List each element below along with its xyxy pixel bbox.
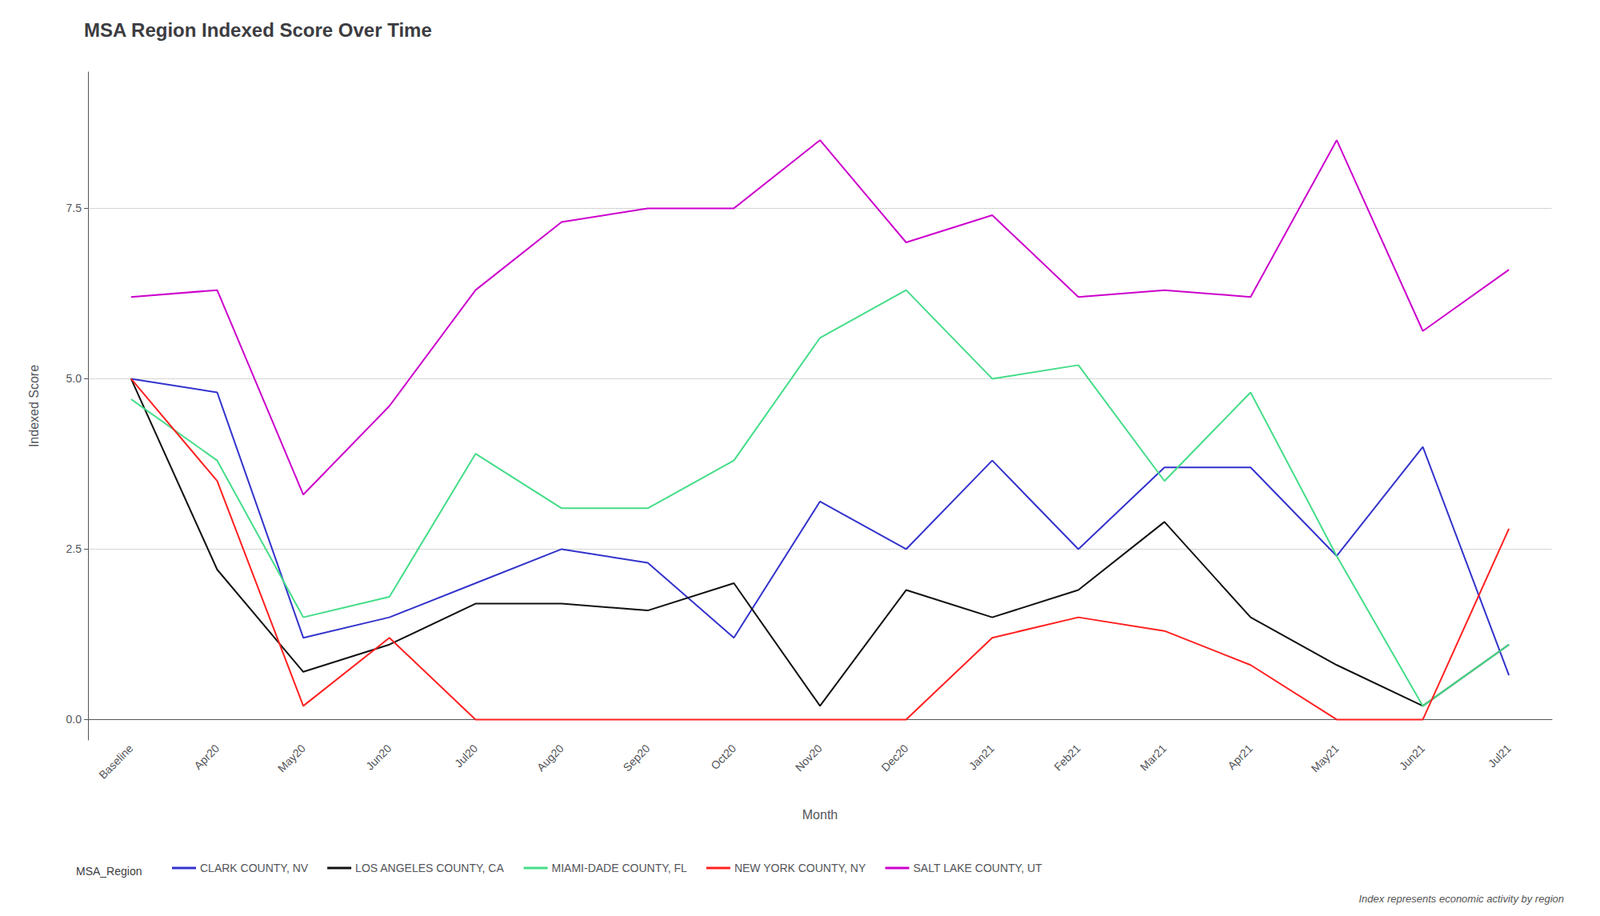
svg-text:Jan21: Jan21 — [966, 741, 997, 772]
svg-text:MSA_Region: MSA_Region — [76, 864, 143, 878]
svg-text:Jul20: Jul20 — [452, 741, 480, 770]
svg-text:Mar21: Mar21 — [1137, 741, 1169, 773]
svg-text:LOS ANGELES COUNTY, CA: LOS ANGELES COUNTY, CA — [355, 861, 504, 875]
svg-text:2.5: 2.5 — [66, 542, 83, 556]
svg-text:Dec20: Dec20 — [878, 741, 911, 774]
svg-text:Aug20: Aug20 — [534, 741, 567, 774]
svg-text:Oct20: Oct20 — [708, 741, 739, 772]
svg-text:5.0: 5.0 — [66, 372, 83, 385]
svg-text:May20: May20 — [275, 741, 308, 775]
svg-text:Indexed Score: Indexed Score — [27, 364, 41, 448]
svg-text:MSA Region Indexed Score Over: MSA Region Indexed Score Over Time — [84, 19, 432, 41]
svg-text:Month: Month — [802, 808, 838, 822]
svg-text:Index represents economic acti: Index represents economic activity by re… — [1358, 892, 1564, 905]
svg-text:Baseline: Baseline — [96, 741, 136, 781]
svg-text:MIAMI-DADE COUNTY, FL: MIAMI-DADE COUNTY, FL — [552, 861, 688, 875]
svg-text:May21: May21 — [1308, 741, 1342, 775]
svg-text:0.0: 0.0 — [66, 712, 83, 726]
svg-text:CLARK COUNTY, NV: CLARK COUNTY, NV — [200, 861, 309, 875]
svg-text:Apr21: Apr21 — [1224, 741, 1256, 772]
svg-text:Sep20: Sep20 — [620, 741, 652, 774]
svg-text:Feb21: Feb21 — [1051, 741, 1084, 774]
svg-text:Jun20: Jun20 — [363, 741, 394, 772]
svg-text:7.5: 7.5 — [66, 201, 83, 215]
svg-text:NEW YORK COUNTY, NY: NEW YORK COUNTY, NY — [734, 861, 867, 875]
svg-text:Apr20: Apr20 — [191, 741, 222, 772]
svg-text:Jul21: Jul21 — [1485, 741, 1514, 770]
svg-text:SALT LAKE COUNTY, UT: SALT LAKE COUNTY, UT — [913, 861, 1043, 875]
svg-text:Nov20: Nov20 — [792, 741, 825, 774]
svg-text:Jun21: Jun21 — [1396, 741, 1428, 772]
